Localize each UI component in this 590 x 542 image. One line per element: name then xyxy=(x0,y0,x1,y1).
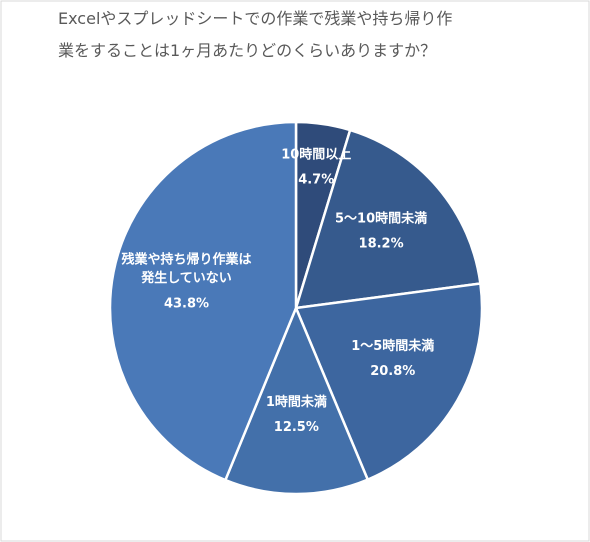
slice-label: 1時間未満 xyxy=(266,394,327,410)
pie-slice xyxy=(294,128,482,310)
slice-label: 5〜10時間未満 xyxy=(335,210,427,226)
pie-slice xyxy=(223,304,370,496)
pie-slice xyxy=(108,120,298,482)
slice-label: 1〜5時間未満 xyxy=(351,338,434,354)
slice-value-label: 20.8% xyxy=(370,364,415,379)
chart-title-line: 業をすることは1ヶ月あたりどのくらいありますか？ xyxy=(58,41,436,60)
slice-value-label: 12.5% xyxy=(274,420,319,435)
chart-title-line: Excelやスプレッドシートでの作業で残業や持ち帰り作 xyxy=(58,9,452,28)
slice-value-label: 4.7% xyxy=(298,172,334,187)
pie-slice xyxy=(294,282,484,482)
slice-value-label: 18.2% xyxy=(359,236,404,251)
slice-label: 10時間以上 xyxy=(281,146,351,162)
slice-value-label: 43.8% xyxy=(164,296,209,311)
slice-label: 残業や持ち帰り作業は発生していない xyxy=(122,251,252,286)
